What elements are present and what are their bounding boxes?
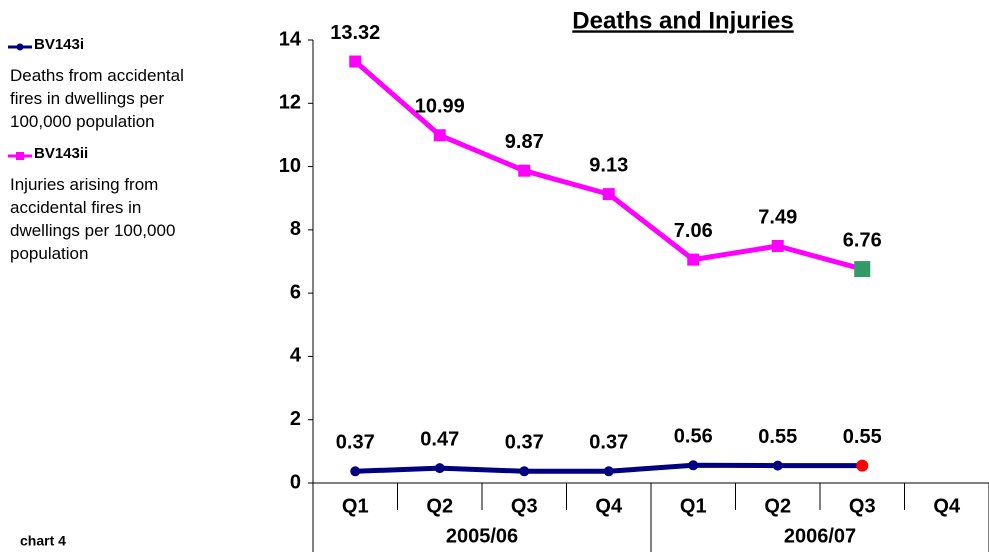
point <box>433 129 446 142</box>
legend-description: Deaths from accidental fires in dwellings… <box>10 66 184 131</box>
point <box>350 466 361 477</box>
data-label: 0.37 <box>505 432 544 454</box>
group-label: 2006/07 <box>784 525 856 547</box>
footnote: chart 4 <box>20 533 66 549</box>
data-label: 9.13 <box>589 154 628 176</box>
x-tick-label: Q4 <box>933 495 961 517</box>
data-label: 0.37 <box>589 432 628 454</box>
legend-description: Injuries arising from accidental fires in… <box>10 175 175 263</box>
legend-name: BV143ii <box>34 145 88 162</box>
x-tick-label: Q1 <box>680 495 707 517</box>
point <box>854 261 871 278</box>
y-tick-label: 14 <box>279 28 302 50</box>
data-label: 0.56 <box>674 426 713 448</box>
point <box>518 164 531 177</box>
x-tick-label: Q2 <box>426 495 453 517</box>
point <box>772 460 783 471</box>
point <box>856 459 869 472</box>
chart-title: Deaths and Injuries <box>572 7 793 34</box>
data-label: 7.06 <box>674 220 713 242</box>
y-tick-label: 2 <box>290 408 301 430</box>
point <box>688 460 699 471</box>
legend-marker <box>16 43 24 51</box>
legend-marker <box>16 152 24 160</box>
y-tick-label: 12 <box>279 92 301 114</box>
x-tick-label: Q2 <box>764 495 791 517</box>
data-label: 7.49 <box>758 206 797 228</box>
data-label: 0.37 <box>336 432 375 454</box>
y-tick-label: 8 <box>290 218 301 240</box>
y-tick-label: 10 <box>279 155 301 177</box>
point <box>687 253 700 266</box>
y-tick-label: 4 <box>290 345 302 367</box>
x-tick-label: Q4 <box>595 495 623 517</box>
data-label: 6.76 <box>843 229 882 251</box>
point <box>603 466 614 477</box>
data-label: 10.99 <box>415 96 465 118</box>
x-tick-label: Q1 <box>342 495 369 517</box>
data-label: 0.55 <box>843 426 882 448</box>
data-label: 0.55 <box>758 426 797 448</box>
legend-name: BV143i <box>34 36 84 53</box>
group-label: 2005/06 <box>446 525 518 547</box>
point <box>434 463 445 474</box>
y-tick-label: 6 <box>290 281 301 303</box>
data-label: 13.32 <box>330 22 380 44</box>
x-tick-label: Q3 <box>511 495 538 517</box>
x-tick-label: Q3 <box>849 495 876 517</box>
y-tick-label: 0 <box>290 471 301 493</box>
point <box>771 239 784 252</box>
point <box>519 466 530 477</box>
point <box>602 188 615 201</box>
data-label: 9.87 <box>505 131 544 153</box>
point <box>349 55 362 68</box>
data-label: 0.47 <box>420 428 459 450</box>
